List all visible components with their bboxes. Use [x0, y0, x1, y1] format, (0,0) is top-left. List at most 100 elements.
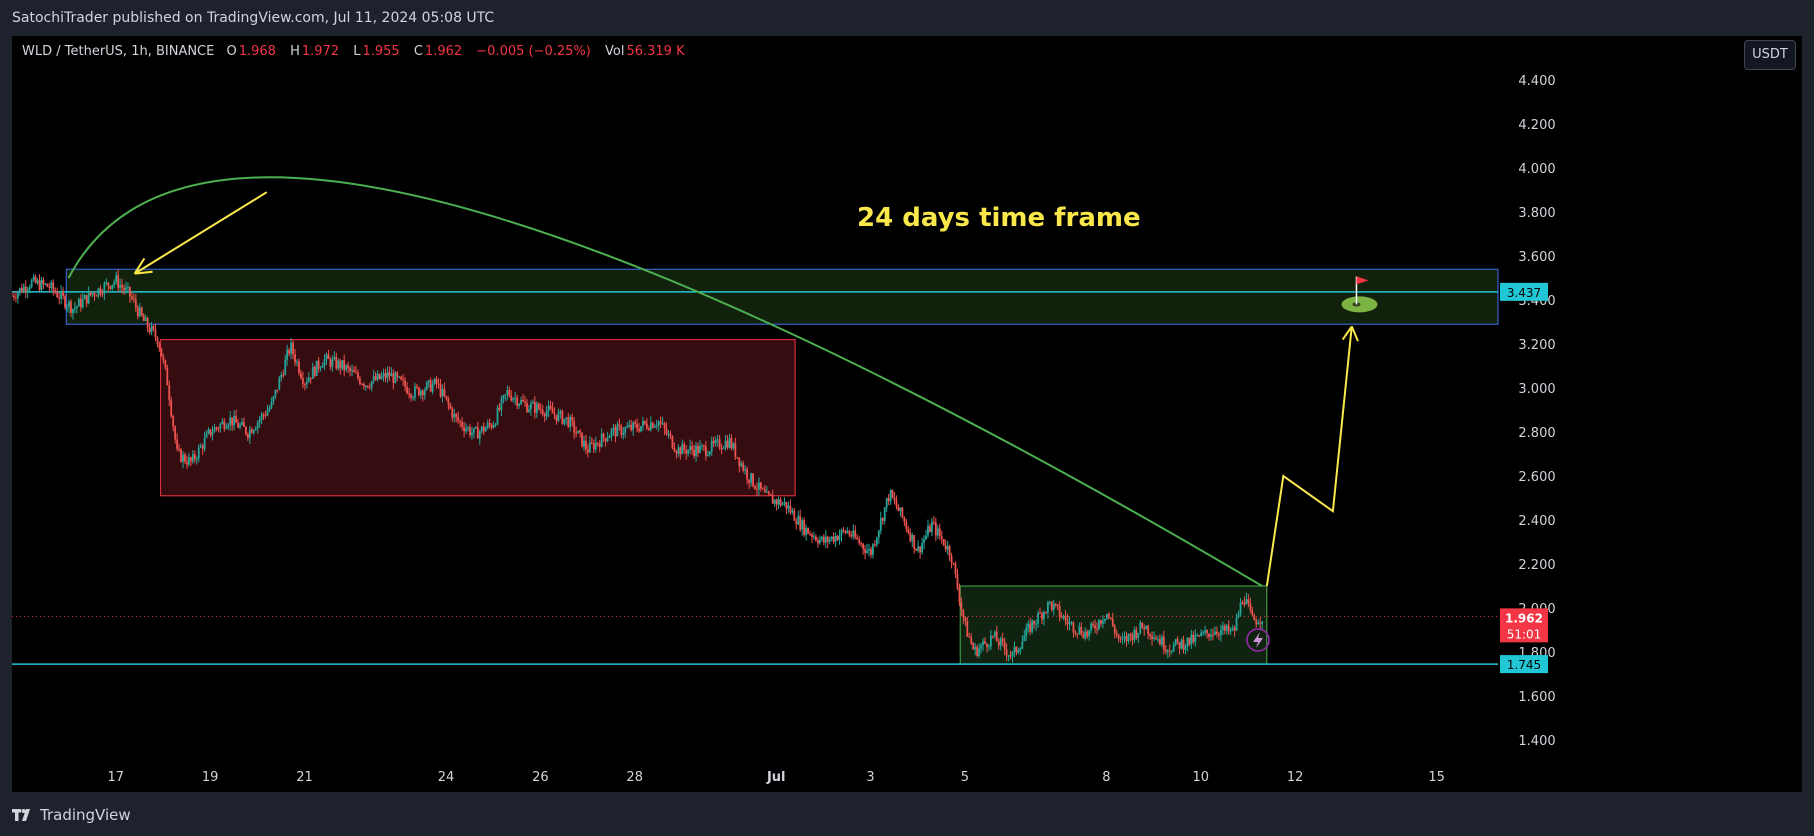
- candle-body: [868, 548, 870, 551]
- candle-body: [48, 286, 51, 288]
- candle-body: [1133, 629, 1136, 641]
- candle-body: [1078, 626, 1081, 634]
- price-level-badge[interactable]: [1500, 282, 1548, 301]
- candle-body: [891, 490, 894, 498]
- candle-body: [186, 461, 188, 465]
- candle-body: [272, 396, 275, 402]
- candle-body: [1241, 602, 1244, 604]
- candle-body: [624, 427, 627, 433]
- candle-body: [1137, 633, 1140, 639]
- candle-body: [850, 534, 853, 537]
- candle-body: [345, 365, 348, 370]
- candle-body: [1119, 638, 1122, 640]
- candle-body: [653, 426, 656, 428]
- low-label: L: [353, 44, 361, 59]
- candle-body: [36, 280, 39, 283]
- candle-body: [476, 427, 479, 439]
- candle-body: [288, 349, 291, 354]
- candle-body: [535, 403, 538, 413]
- candle-body: [360, 383, 363, 385]
- candle-body: [400, 376, 403, 380]
- candle-body: [543, 414, 546, 417]
- candle-body: [856, 537, 859, 540]
- candle-body: [439, 383, 442, 397]
- candle-body: [881, 518, 884, 521]
- candle-body: [539, 409, 542, 411]
- candle-body: [42, 279, 45, 284]
- candle-body: [830, 536, 833, 540]
- candle-body: [433, 378, 436, 385]
- candle-body: [188, 457, 190, 465]
- candle-body: [500, 398, 503, 410]
- candle-body: [18, 288, 21, 293]
- candle-body: [964, 617, 967, 621]
- candle-body: [628, 425, 631, 427]
- annotation-text[interactable]: 24 days time frame: [857, 203, 1141, 233]
- chart-pane[interactable]: 24 days time frame 4.400 4.200 4.000 3.800 3.…: [12, 36, 1802, 792]
- candle-body: [832, 536, 835, 542]
- candle-body: [396, 372, 399, 377]
- candle-body: [398, 376, 401, 378]
- candle-body: [640, 426, 642, 432]
- candle-body: [292, 342, 294, 355]
- candle-body: [514, 397, 517, 399]
- candle-body: [775, 499, 778, 505]
- currency-button[interactable]: USDT: [1744, 40, 1796, 70]
- candle-body: [1141, 622, 1144, 628]
- lightning-icon[interactable]: [1246, 628, 1270, 652]
- candle-body: [579, 430, 581, 433]
- candle-body: [722, 447, 725, 449]
- candle-body: [107, 282, 110, 287]
- candle-body: [250, 429, 253, 434]
- candle-body: [1202, 632, 1205, 634]
- candle-body: [1025, 627, 1028, 637]
- candle-body: [530, 403, 532, 410]
- candle-body: [1182, 639, 1185, 650]
- candle-body: [667, 433, 670, 435]
- candle-body: [732, 443, 735, 449]
- candle-body: [105, 282, 108, 284]
- pointer-arrow[interactable]: [134, 191, 268, 275]
- candle-body: [781, 503, 784, 506]
- zone-distribution[interactable]: [160, 339, 796, 497]
- candle-body: [879, 518, 882, 531]
- candle-body: [22, 286, 25, 293]
- candle-body: [883, 507, 886, 521]
- candle-body: [596, 442, 599, 444]
- candle-body: [1190, 634, 1193, 645]
- candle-body: [178, 448, 180, 450]
- projection-path[interactable]: [1265, 326, 1353, 587]
- y-tick-label: 3.600: [1518, 250, 1555, 265]
- candle-body: [726, 440, 729, 448]
- candle-body: [260, 414, 263, 420]
- candle-body: [642, 420, 644, 427]
- candle-body: [1121, 638, 1124, 640]
- tradingview-logo[interactable]: TradingView: [12, 806, 131, 824]
- candle-body: [457, 416, 460, 421]
- current-price-badge[interactable]: [1500, 608, 1548, 643]
- candle-body: [1186, 637, 1189, 647]
- candle-body: [136, 307, 139, 317]
- price-chart[interactable]: 24 days time frame 4.400 4.200 4.000 3.800 3.…: [12, 36, 1802, 792]
- symbol-label[interactable]: WLD / TetherUS, 1h, BINANCE: [22, 44, 215, 59]
- volume-label: Vol: [605, 44, 625, 59]
- candle-body: [524, 401, 526, 404]
- y-tick-label: 1.600: [1518, 690, 1555, 705]
- candle-body: [811, 534, 813, 538]
- candle-body: [355, 372, 357, 374]
- x-tick-label: 26: [532, 770, 549, 785]
- candle-body: [1214, 631, 1216, 635]
- timeframe-arc[interactable]: [67, 176, 1263, 587]
- zone-resistance[interactable]: [65, 268, 1499, 325]
- candle-body: [541, 409, 544, 415]
- candle-body: [1255, 620, 1258, 625]
- candle-body: [486, 422, 489, 428]
- price-level-badge[interactable]: [1500, 655, 1548, 674]
- candle-body: [818, 539, 821, 544]
- candle-body: [1072, 622, 1075, 633]
- candle-body: [421, 390, 424, 396]
- candle-body: [162, 356, 165, 361]
- candle-body: [347, 365, 350, 368]
- candle-body: [940, 535, 943, 539]
- candle-body: [1086, 631, 1089, 637]
